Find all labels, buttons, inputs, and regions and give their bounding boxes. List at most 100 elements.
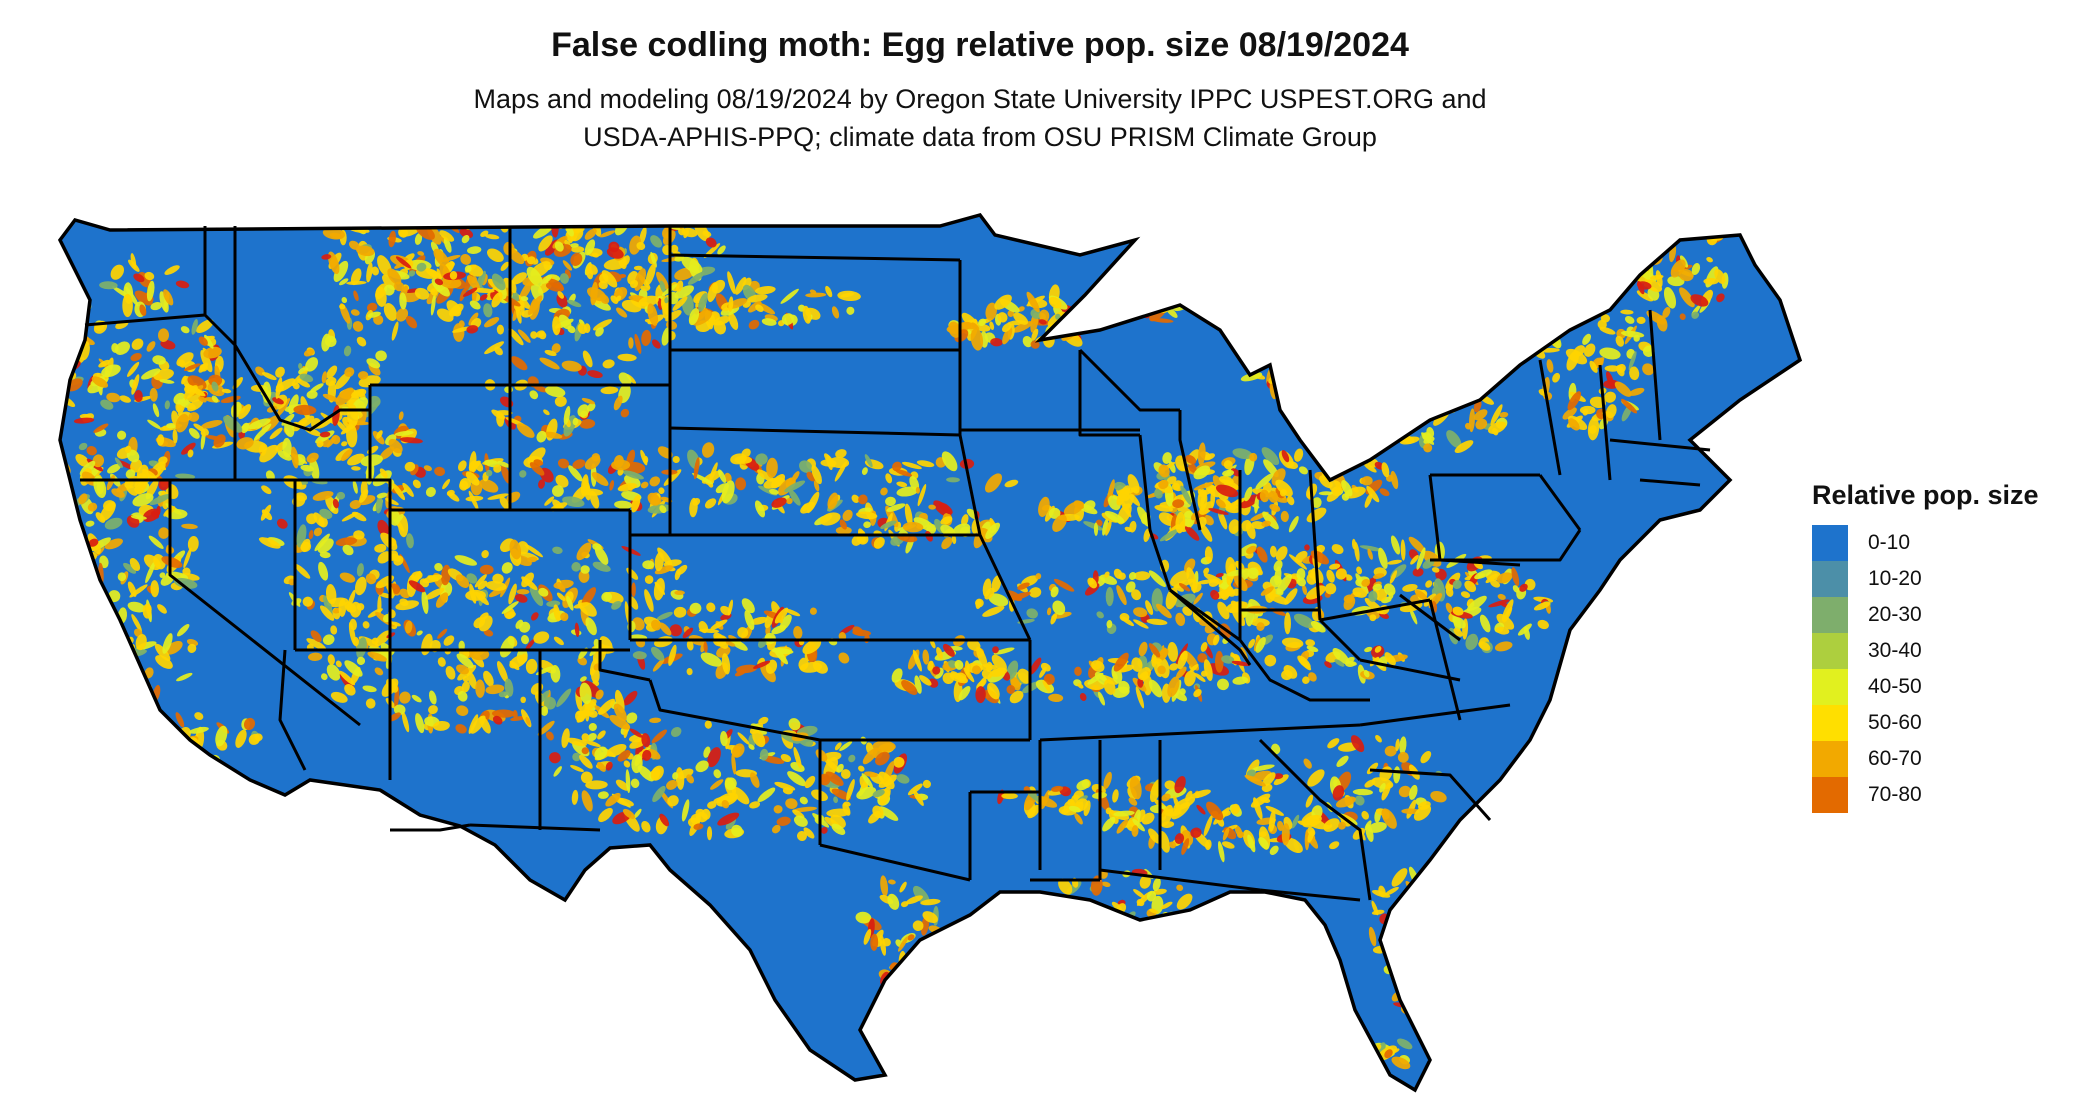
population-hotspot <box>693 457 700 480</box>
population-hotspot <box>187 449 194 458</box>
population-hotspot <box>1151 653 1157 668</box>
population-hotspot <box>388 712 401 722</box>
population-hotspot <box>405 316 418 329</box>
population-hotspot <box>663 469 682 486</box>
population-hotspot <box>1113 652 1129 672</box>
population-hotspot <box>647 303 659 326</box>
population-hotspot <box>518 621 531 633</box>
population-hotspot <box>60 511 64 519</box>
population-hotspot <box>497 187 512 203</box>
population-hotspot <box>1204 546 1213 563</box>
population-hotspot <box>395 215 411 217</box>
population-hotspot <box>1546 359 1554 373</box>
population-hotspot <box>1279 489 1287 497</box>
population-hotspot <box>631 494 641 513</box>
population-hotspot <box>735 664 758 674</box>
population-hotspot <box>484 341 505 355</box>
population-hotspot <box>341 297 348 304</box>
population-hotspot <box>1273 576 1282 584</box>
population-hotspot <box>1293 613 1315 628</box>
population-hotspot <box>360 454 383 467</box>
population-hotspot <box>305 357 319 372</box>
population-hotspot <box>1307 375 1320 391</box>
population-hotspot <box>894 980 903 991</box>
population-hotspot <box>584 228 597 240</box>
population-hotspot <box>691 310 713 326</box>
population-hotspot <box>1431 567 1440 573</box>
population-hotspot <box>882 938 891 947</box>
population-hotspot <box>901 461 922 470</box>
population-hotspot <box>635 215 654 217</box>
population-hotspot <box>196 319 214 334</box>
population-hotspot <box>147 419 161 430</box>
population-hotspot <box>620 408 630 418</box>
population-hotspot <box>325 376 337 387</box>
population-hotspot <box>718 469 727 483</box>
population-hotspot <box>461 681 470 693</box>
population-hotspot <box>1196 579 1217 585</box>
population-hotspot <box>1446 430 1462 449</box>
population-hotspot <box>1325 383 1336 392</box>
population-hotspot <box>371 637 379 645</box>
population-hotspot <box>672 296 688 311</box>
population-hotspot <box>1426 933 1434 947</box>
population-hotspot <box>632 651 647 660</box>
population-hotspot <box>183 363 201 371</box>
population-hotspot <box>63 321 76 341</box>
population-hotspot <box>617 353 637 362</box>
population-hotspot <box>178 359 186 368</box>
population-hotspot <box>970 328 984 351</box>
population-hotspot <box>1258 836 1269 850</box>
population-hotspot <box>1058 878 1073 895</box>
population-hotspot <box>585 617 597 636</box>
population-hotspot <box>1131 657 1143 672</box>
population-hotspot <box>799 460 813 473</box>
legend-item: 20-30 <box>1812 597 2039 633</box>
population-hotspot <box>152 403 160 418</box>
population-hotspot <box>521 634 529 645</box>
population-hotspot <box>1103 771 1112 789</box>
population-hotspot <box>922 649 930 665</box>
population-hotspot <box>84 602 107 617</box>
population-hotspot <box>1176 893 1193 910</box>
population-hotspot <box>529 585 544 607</box>
population-hotspot <box>681 799 690 822</box>
population-hotspot <box>446 489 455 497</box>
population-hotspot <box>483 629 494 637</box>
population-hotspot <box>474 591 489 606</box>
population-hotspot <box>509 654 527 669</box>
population-hotspot <box>1391 1056 1411 1070</box>
population-hotspot <box>1662 307 1671 318</box>
population-hotspot <box>1367 548 1373 560</box>
state-border <box>1369 768 1492 821</box>
population-hotspot <box>221 388 232 394</box>
population-hotspot <box>1348 373 1356 381</box>
population-hotspot <box>529 390 539 400</box>
population-hotspot <box>755 453 768 465</box>
state-border <box>1639 478 1701 487</box>
population-hotspot <box>611 459 631 471</box>
population-hotspot <box>479 612 489 621</box>
population-hotspot <box>189 726 209 734</box>
population-hotspot <box>1204 839 1212 851</box>
population-hotspot <box>732 743 745 758</box>
population-hotspot <box>831 788 851 801</box>
population-hotspot <box>99 281 118 290</box>
population-hotspot <box>530 194 550 217</box>
legend-swatch <box>1812 705 1848 741</box>
population-hotspot <box>1073 500 1085 510</box>
population-hotspot <box>1281 669 1293 681</box>
legend-item: 40-50 <box>1812 669 2039 705</box>
population-hotspot <box>1029 587 1042 598</box>
population-hotspot <box>568 465 583 482</box>
population-hotspot <box>530 331 538 339</box>
population-hotspot <box>553 604 561 622</box>
population-hotspot <box>1199 523 1213 542</box>
population-hotspot <box>509 539 522 560</box>
population-hotspot <box>1281 823 1290 846</box>
population-hotspot <box>1306 585 1326 600</box>
population-hotspot <box>991 575 1002 593</box>
legend-items: 0-10 10-20 20-30 30-40 40-50 50-60 60-70 70-80 <box>1812 525 2039 813</box>
population-hotspot <box>295 492 308 502</box>
population-hotspot <box>629 235 642 255</box>
